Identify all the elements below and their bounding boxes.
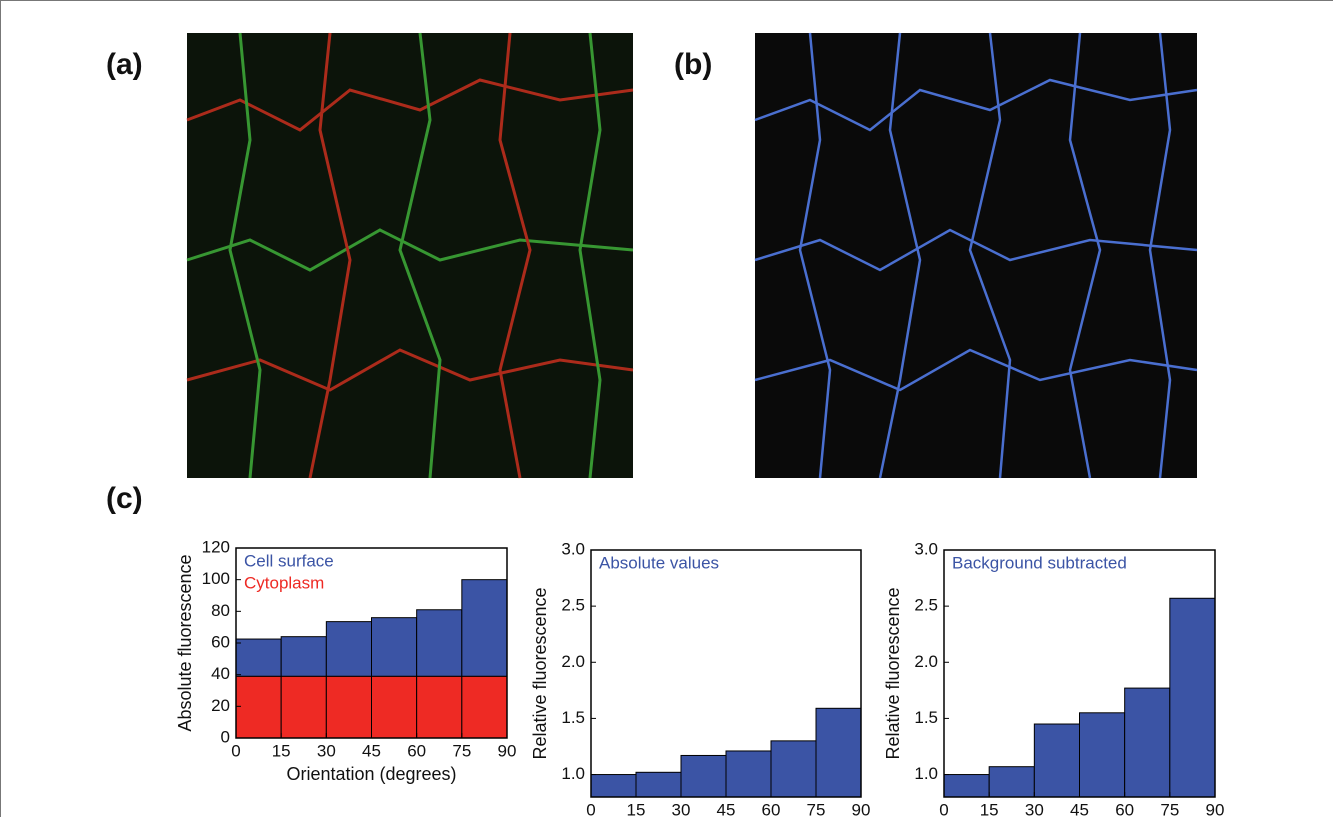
x-tick-label: 15 xyxy=(627,800,646,817)
y-tick-label: 1.5 xyxy=(561,708,585,727)
bar xyxy=(680,754,727,798)
bar xyxy=(943,774,990,798)
bar xyxy=(235,675,282,739)
x-tick-label: 0 xyxy=(586,800,595,817)
bar xyxy=(416,675,463,739)
x-tick-label: 45 xyxy=(717,800,736,817)
y-tick-label: 2.5 xyxy=(914,596,938,615)
legend-entry: Background subtracted xyxy=(952,553,1127,572)
y-tick-label: 120 xyxy=(202,537,230,556)
panel-label: (a) xyxy=(106,48,143,81)
x-tick-label: 30 xyxy=(672,800,691,817)
y-tick-label: 2.0 xyxy=(914,652,938,671)
bar xyxy=(416,609,463,677)
y-tick-label: 3.0 xyxy=(561,539,585,558)
x-tick-label: 90 xyxy=(498,741,517,760)
x-tick-label: 15 xyxy=(272,741,291,760)
x-tick-label: 0 xyxy=(939,800,948,817)
bar xyxy=(815,707,862,798)
x-tick-label: 30 xyxy=(317,741,336,760)
bar xyxy=(1169,597,1216,798)
bar xyxy=(325,675,373,739)
x-tick-label: 0 xyxy=(231,741,240,760)
legend-entry: Absolute values xyxy=(599,553,719,572)
x-tick-label: 45 xyxy=(362,741,381,760)
x-tick-label: 60 xyxy=(762,800,781,817)
x-tick-label: 45 xyxy=(1070,800,1089,817)
bar xyxy=(280,675,327,739)
bar xyxy=(280,636,327,677)
bar xyxy=(325,621,373,677)
bar xyxy=(461,675,508,739)
x-tick-label: 90 xyxy=(852,800,871,817)
y-tick-label: 2.0 xyxy=(561,652,585,671)
legend-entry: Cytoplasm xyxy=(244,573,324,592)
bar xyxy=(371,617,418,677)
bar xyxy=(1124,687,1171,798)
x-tick-label: 75 xyxy=(807,800,826,817)
y-axis-label: Absolute fluorescence xyxy=(175,554,195,731)
bar xyxy=(635,771,682,798)
bar xyxy=(1033,723,1081,798)
x-tick-label: 30 xyxy=(1025,800,1044,817)
y-axis-label: Relative fluorescence xyxy=(530,587,550,759)
y-tick-label: 40 xyxy=(211,664,230,683)
x-axis-label: Orientation (degrees) xyxy=(286,764,456,784)
bar xyxy=(725,750,772,798)
y-tick-label: 20 xyxy=(211,696,230,715)
y-tick-label: 80 xyxy=(211,601,230,620)
x-tick-label: 60 xyxy=(407,741,426,760)
y-tick-label: 1.0 xyxy=(914,764,938,783)
y-tick-label: 2.5 xyxy=(561,596,585,615)
y-tick-label: 0 xyxy=(221,727,230,746)
micrograph-a xyxy=(186,32,634,479)
x-tick-label: 75 xyxy=(1160,800,1179,817)
x-tick-label: 15 xyxy=(980,800,999,817)
panel-label: (c) xyxy=(106,482,143,515)
x-tick-label: 60 xyxy=(1115,800,1134,817)
panel-label: (b) xyxy=(674,48,712,81)
bar xyxy=(590,774,637,798)
x-tick-label: 90 xyxy=(1206,800,1225,817)
bar xyxy=(770,740,817,798)
micrograph-b xyxy=(754,32,1198,479)
bar xyxy=(371,675,418,739)
bar xyxy=(461,579,508,677)
bar xyxy=(235,638,282,677)
y-tick-label: 1.0 xyxy=(561,764,585,783)
y-tick-label: 100 xyxy=(202,569,230,588)
y-tick-label: 3.0 xyxy=(914,539,938,558)
y-tick-label: 1.5 xyxy=(914,708,938,727)
y-tick-label: 60 xyxy=(211,632,230,651)
bar xyxy=(988,766,1035,798)
legend-entry: Cell surface xyxy=(244,551,334,570)
x-tick-label: 75 xyxy=(452,741,471,760)
y-axis-label: Relative fluorescence xyxy=(883,587,903,759)
bar xyxy=(1079,712,1126,798)
